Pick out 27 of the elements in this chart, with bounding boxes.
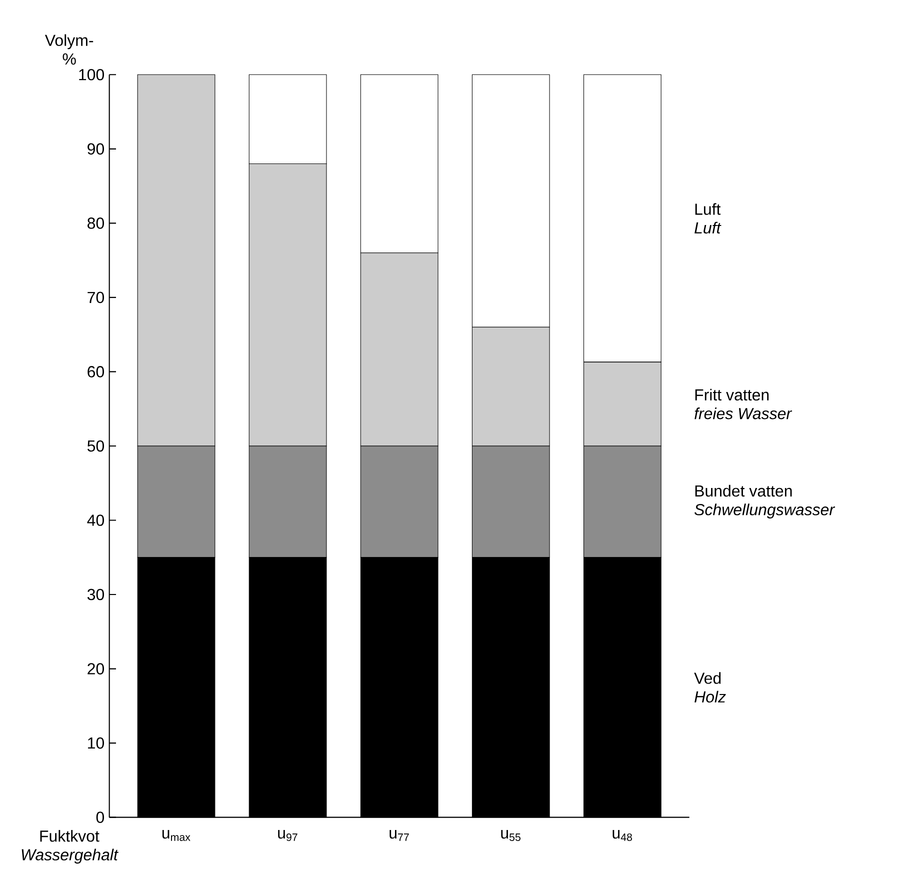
x-tick-label: u$_{55}$ [501, 830, 520, 841]
y-axis-title: Volym- % [44, 34, 94, 65]
y-tick-label: 60 [88, 366, 104, 378]
text: Luft [694, 222, 722, 234]
text: Schwellungswasser [694, 504, 836, 518]
y-tick-label: 70 [88, 292, 104, 304]
text: Holz [694, 690, 726, 703]
x-axis-title: Fuktkvot [40, 830, 100, 842]
y-tick-label: 100 [79, 68, 104, 80]
y-tick-label: 30 [87, 588, 104, 600]
text: Wassergehalt [22, 848, 118, 864]
text: Fritt vatten [695, 388, 769, 401]
text: Luft [695, 203, 721, 215]
x-tick-label: u$_{max}$ [162, 830, 190, 841]
y-tick-label: 90 [88, 143, 104, 155]
x-tick-label: u$_{97}$ [278, 830, 298, 841]
text: freies Wasser [694, 407, 792, 420]
y-tick-label: 40 [87, 514, 104, 526]
x-tick-label: u$_{48}$ [612, 830, 632, 841]
y-tick-label: 80 [88, 218, 104, 229]
y-tick-label: 10 [88, 737, 104, 749]
text: Ved [694, 672, 721, 684]
x-tick-label: u$_{77}$ [390, 830, 409, 841]
y-tick-label: 20 [88, 663, 104, 674]
y-tick-label: 0 [96, 812, 104, 823]
y-tick-label: 50 [87, 440, 104, 452]
text: Bundet vatten [695, 484, 792, 497]
